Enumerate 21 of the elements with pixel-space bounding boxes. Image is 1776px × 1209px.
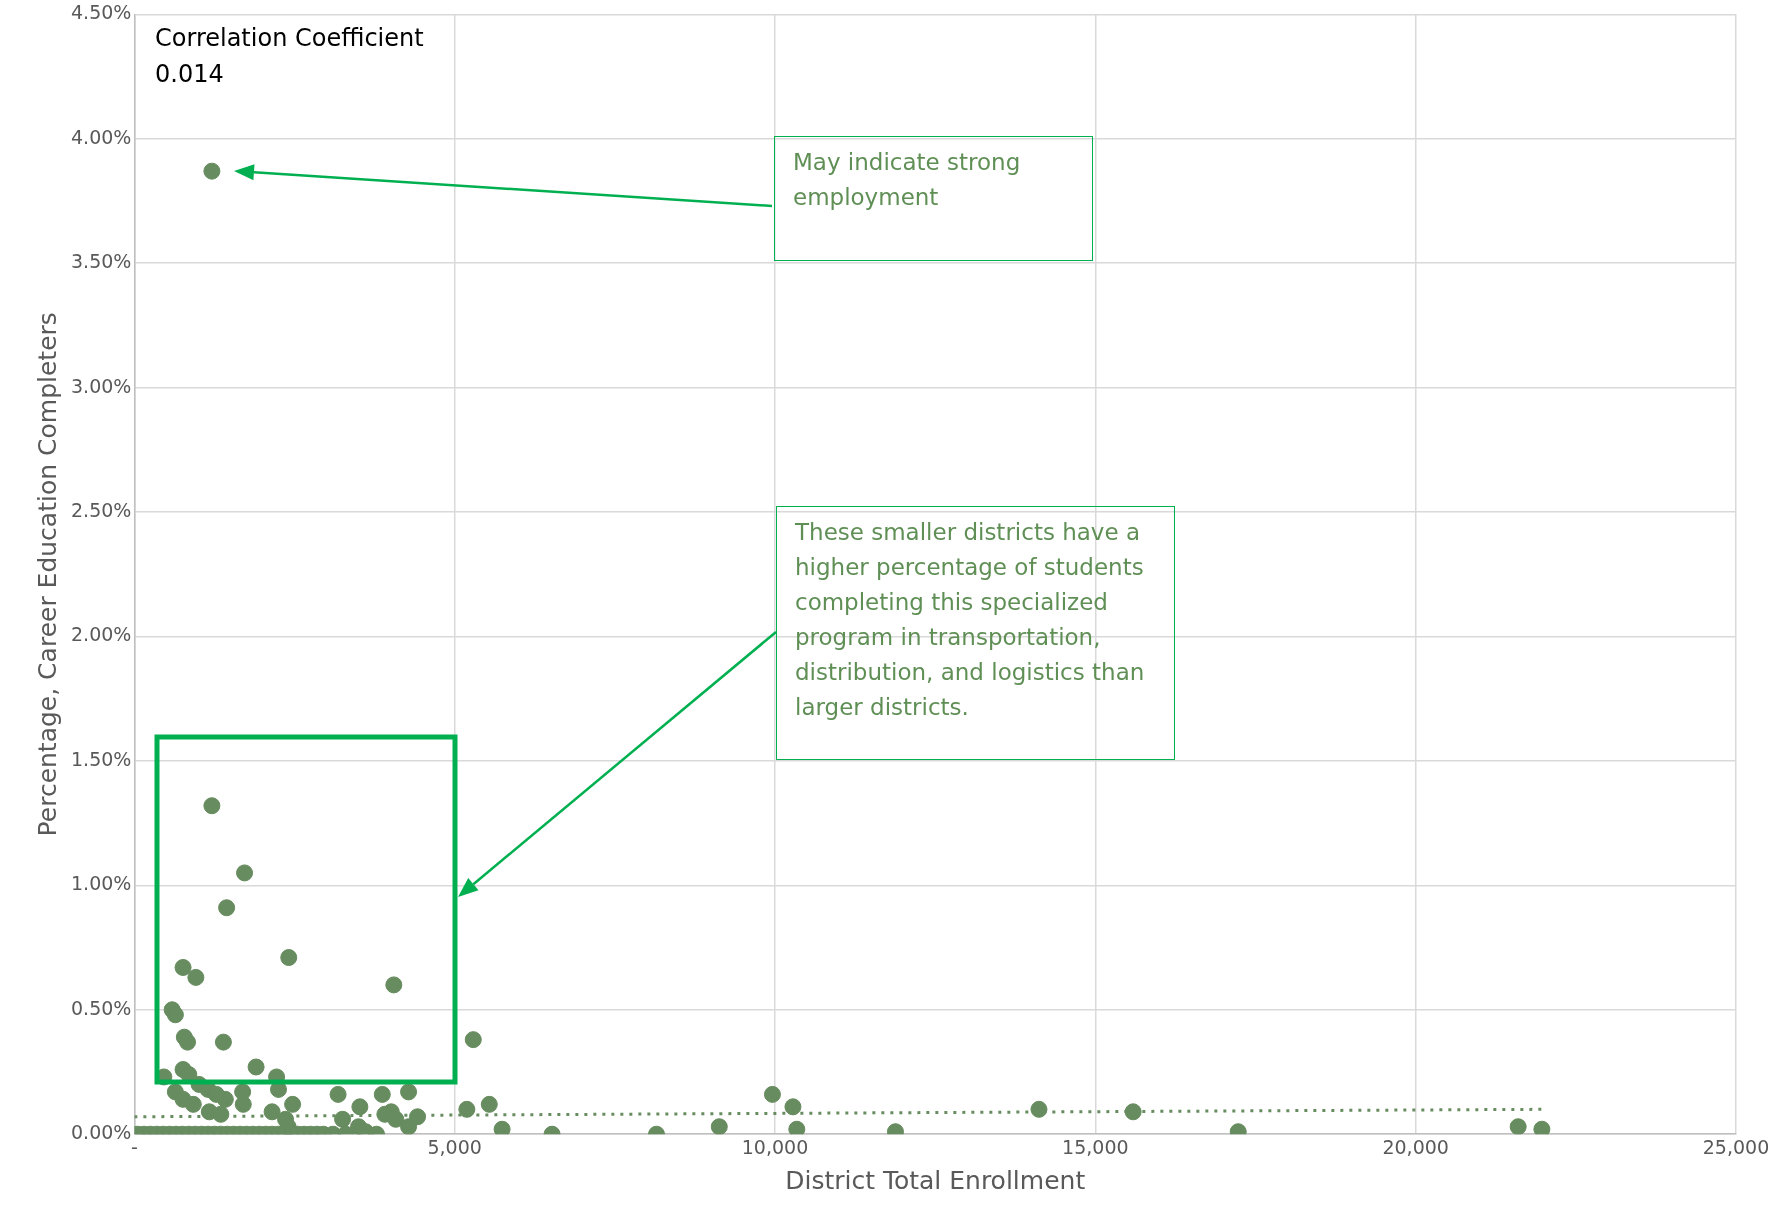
y-tick-label: 4.50% (71, 1, 132, 24)
x-tick-label: - (130, 1135, 138, 1158)
y-axis-title: Percentage, Career Education Completers (32, 312, 62, 837)
y-tick-label: 1.00% (71, 872, 132, 895)
annotation: Correlation Coefficient 0.014 (155, 23, 424, 90)
x-tick-label: 5,000 (427, 1135, 482, 1158)
y-tick-label: 0.00% (71, 1121, 132, 1144)
y-tick-label: 0.50% (71, 996, 132, 1019)
x-tick-label: 25,000 (1702, 1135, 1770, 1158)
y-tick-label: 2.00% (71, 623, 132, 646)
y-tick-label: 3.00% (71, 374, 132, 397)
x-axis-title: District Total Enrollment (785, 1165, 1086, 1195)
annotation: May indicate strong employment (774, 136, 1093, 261)
y-tick-label: 2.50% (71, 499, 132, 522)
y-tick-label: 4.00% (71, 125, 132, 148)
y-tick-label: 1.50% (71, 747, 132, 770)
x-tick-label: 10,000 (741, 1135, 809, 1158)
y-tick-label: 3.50% (71, 250, 132, 273)
x-tick-label: 15,000 (1062, 1135, 1129, 1158)
x-tick-label: 20,000 (1382, 1135, 1449, 1158)
annotation: These smaller districts have a higher percentage of students completing this specialized program in transportation, distribution, and logistics than larger districts. (776, 506, 1175, 760)
